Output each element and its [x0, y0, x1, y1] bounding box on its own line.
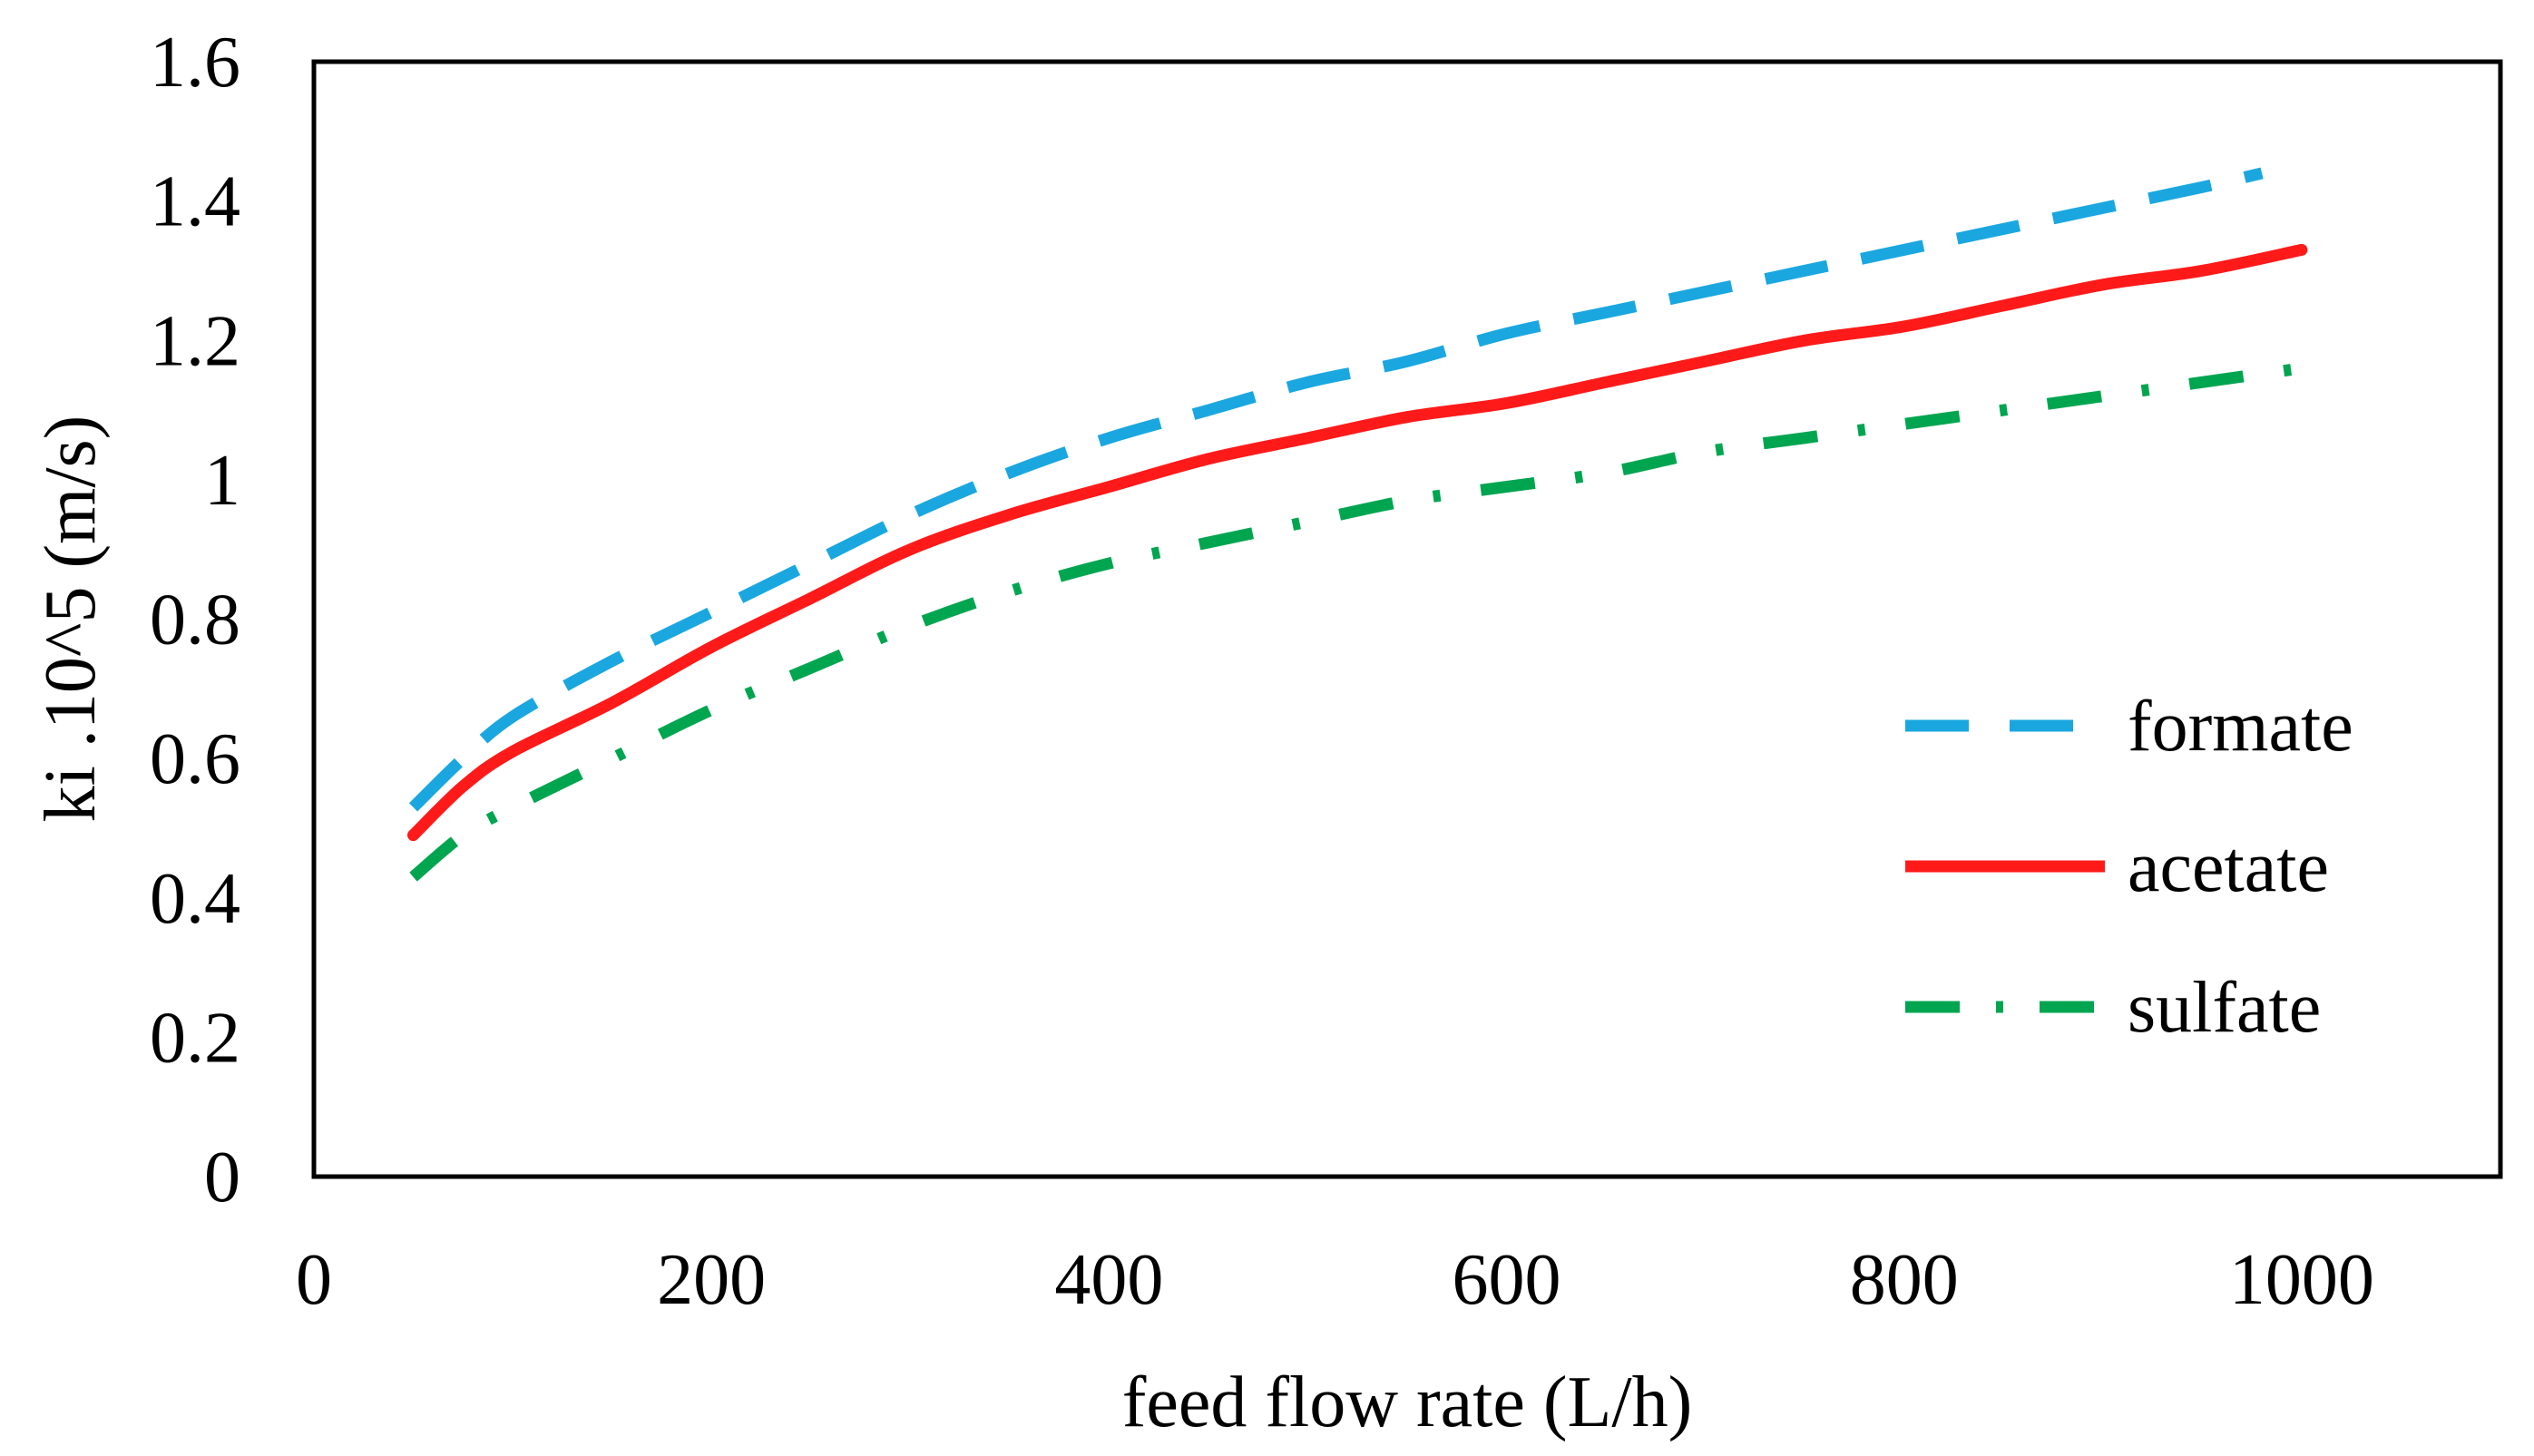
x-tick-label: 600 — [1453, 1240, 1561, 1320]
y-axis-tick-labels: 0 0.2 0.4 0.6 0.8 1 1.2 1.4 1.6 — [150, 23, 240, 1217]
y-tick-label: 0.2 — [150, 998, 240, 1078]
series-line-acetate — [407, 243, 2308, 842]
x-tick-label: 1000 — [2229, 1240, 2374, 1320]
x-tick-label: 0 — [296, 1240, 332, 1320]
x-tick-label: 800 — [1850, 1240, 1959, 1320]
y-tick-label: 1.2 — [150, 301, 240, 381]
x-axis-title: feed flow rate (L/h) — [1122, 1363, 1693, 1442]
y-tick-label: 1 — [204, 441, 240, 521]
y-axis-title: ki .10^5 (m/s) — [31, 415, 111, 823]
legend-label-formate: formate — [2128, 687, 2353, 767]
legend: formate acetate sulfate — [1905, 687, 2353, 1048]
series-line-sulfate — [409, 362, 2303, 882]
plot-area-frame — [311, 59, 2503, 1179]
y-tick-label: 1.4 — [150, 162, 240, 242]
y-tick-label: 0 — [204, 1138, 240, 1217]
x-tick-label: 400 — [1054, 1240, 1163, 1320]
y-tick-label: 0.8 — [150, 581, 240, 660]
x-axis-tick-labels: 0 200 400 600 800 1000 — [296, 1240, 2374, 1320]
y-tick-label: 0.6 — [150, 719, 240, 799]
x-tick-label: 200 — [657, 1240, 766, 1320]
y-tick-label: 1.6 — [150, 23, 240, 103]
y-tick-label: 0.4 — [150, 859, 240, 939]
series-lines — [407, 167, 2308, 882]
legend-label-acetate: acetate — [2128, 827, 2329, 907]
legend-label-sulfate: sulfate — [2128, 968, 2321, 1048]
series-line-formate — [408, 167, 2264, 812]
